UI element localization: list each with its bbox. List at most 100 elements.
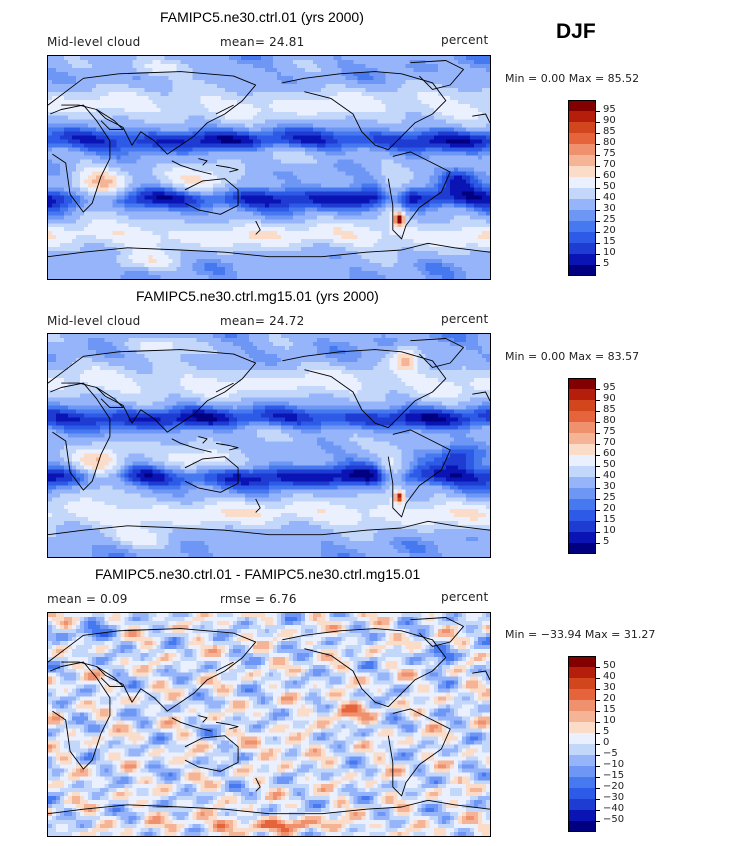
field-cell (425, 147, 431, 153)
field-cell (264, 167, 270, 173)
field-cell (449, 87, 455, 93)
field-cell (132, 111, 137, 117)
field-cell (477, 111, 483, 117)
field-cell (156, 95, 162, 101)
field-cell (128, 203, 133, 208)
field-cell (357, 131, 363, 137)
field-cell (192, 115, 198, 121)
field-cell (176, 115, 182, 121)
field-cell (164, 131, 170, 137)
field-cell (421, 56, 427, 61)
field-cell (465, 167, 471, 173)
field-cell (325, 127, 330, 133)
field-cell (236, 219, 242, 224)
field-cell (248, 151, 254, 157)
field-cell (92, 127, 97, 133)
field-cell (337, 87, 342, 93)
field-cell (120, 231, 125, 236)
field-cell (405, 119, 411, 125)
field-cell (252, 111, 258, 117)
field-cell (200, 127, 206, 133)
field-cell (329, 187, 334, 192)
field-cell (156, 99, 162, 105)
field-cell (461, 83, 467, 89)
field-cell (156, 179, 162, 185)
field-cell (393, 107, 399, 113)
field-cell (345, 99, 350, 105)
field-cell (297, 63, 302, 69)
field-cell (216, 151, 222, 157)
field-cell (377, 56, 383, 61)
field-cell (208, 211, 214, 216)
field-cell (293, 159, 298, 165)
field-cell (373, 199, 379, 204)
field-cell (277, 131, 282, 137)
field-cell (116, 175, 121, 181)
field-cell (413, 195, 419, 200)
field-cell (68, 219, 73, 224)
field-cell (357, 147, 363, 153)
field-cell (321, 143, 326, 149)
field-cell (216, 67, 222, 73)
field-cell (256, 119, 262, 125)
field-cell (393, 91, 399, 97)
field-cell (132, 223, 137, 228)
field-cell (60, 75, 65, 81)
field-cell (128, 183, 133, 189)
field-cell (80, 179, 85, 185)
field-cell (409, 87, 415, 93)
field-cell (465, 223, 471, 228)
field-cell (457, 111, 463, 117)
field-cell (345, 87, 350, 93)
field-cell (156, 87, 162, 93)
field-cell (132, 95, 137, 101)
field-cell (160, 123, 166, 129)
field-cell (341, 171, 346, 177)
field-cell (224, 111, 230, 117)
field-cell (449, 163, 455, 169)
field-cell (224, 147, 230, 153)
field-cell (80, 143, 85, 149)
field-cell (204, 67, 210, 73)
field-cell (72, 67, 77, 73)
field-cell (393, 211, 399, 216)
field-cell (393, 143, 399, 149)
field-cell (160, 187, 166, 192)
field-cell (188, 111, 194, 117)
field-cell (269, 171, 274, 177)
field-cell (457, 83, 463, 89)
field-cell (281, 71, 286, 77)
field-cell (216, 63, 222, 69)
field-cell (477, 127, 483, 133)
field-cell (92, 83, 97, 89)
field-cell (200, 227, 206, 232)
field-cell (256, 83, 262, 89)
field-cell (337, 59, 342, 65)
field-cell (445, 119, 451, 125)
field-cell (252, 227, 258, 232)
field-cell (425, 219, 431, 224)
field-cell (176, 187, 182, 192)
field-cell (345, 155, 350, 161)
field-cell (329, 199, 334, 204)
field-cell (72, 111, 77, 117)
field-cell (188, 187, 194, 192)
field-cell (317, 179, 322, 185)
field-cell (377, 163, 383, 169)
field-cell (449, 111, 455, 117)
field-cell (397, 99, 403, 105)
field-cell (220, 79, 226, 85)
field-cell (481, 155, 487, 161)
field-cell (184, 207, 190, 212)
field-cell (413, 163, 419, 169)
field-cell (461, 211, 467, 216)
field-cell (453, 71, 459, 77)
field-cell (164, 95, 170, 101)
field-cell (116, 143, 121, 149)
field-cell (289, 131, 294, 137)
field-cell (317, 79, 322, 85)
field-cell (80, 91, 85, 97)
field-cell (148, 203, 154, 208)
field-cell (417, 56, 423, 61)
field-cell (461, 103, 467, 109)
